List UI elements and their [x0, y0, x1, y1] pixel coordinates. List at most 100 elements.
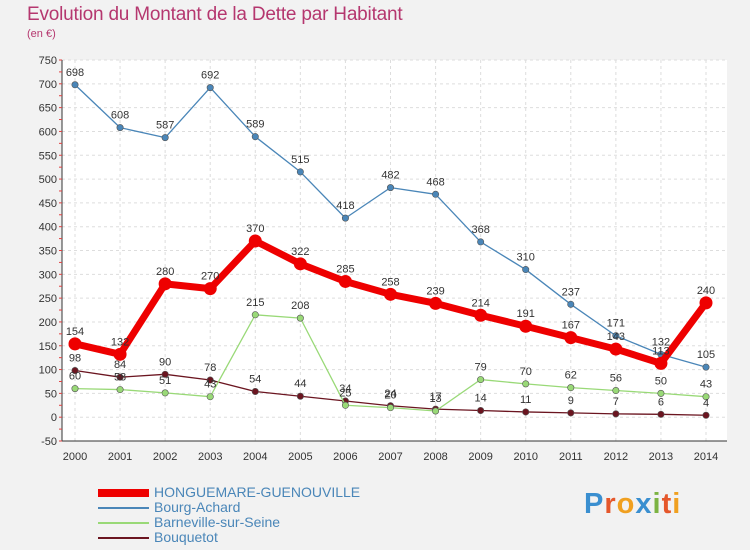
x-tick-label: 2006 — [333, 451, 357, 463]
data-label: 208 — [291, 300, 309, 312]
data-label: 143 — [607, 331, 625, 343]
data-point — [206, 376, 214, 384]
data-label: 240 — [697, 285, 715, 297]
y-tick-label: 600 — [39, 126, 57, 138]
data-label: 24 — [384, 388, 396, 400]
data-label: 43 — [204, 379, 216, 391]
data-label: 468 — [426, 176, 444, 188]
data-point — [386, 404, 394, 412]
data-point — [522, 266, 530, 274]
data-label: 105 — [697, 349, 715, 361]
legend-label: Bouquetot — [154, 529, 218, 545]
data-point — [116, 124, 124, 132]
data-point — [296, 168, 304, 176]
data-label: 239 — [426, 285, 444, 297]
data-label: 62 — [565, 370, 577, 382]
y-tick-label: 750 — [39, 55, 57, 67]
data-point — [429, 296, 443, 310]
data-label: 11 — [520, 394, 531, 406]
data-label: 90 — [159, 356, 171, 368]
data-point — [341, 214, 349, 222]
data-label: 13 — [429, 393, 441, 405]
data-point — [206, 84, 214, 92]
data-point — [702, 393, 710, 401]
data-point — [251, 133, 259, 141]
legend-swatch — [98, 537, 149, 539]
data-label: 608 — [111, 110, 129, 122]
data-label: 214 — [471, 297, 489, 309]
data-point — [612, 332, 620, 340]
series — [68, 81, 713, 419]
legend-label: Bourg-Achard — [154, 499, 241, 515]
logo-letter: t — [661, 488, 673, 520]
y-tick-label: 250 — [39, 293, 57, 305]
chart-title: Evolution du Montant de la Dette par Hab… — [27, 4, 403, 25]
data-label: 70 — [520, 366, 532, 378]
data-point — [158, 277, 172, 291]
x-tick-label: 2014 — [694, 451, 718, 463]
data-point — [657, 410, 665, 418]
data-label: 60 — [69, 371, 81, 383]
data-label: 56 — [610, 373, 622, 385]
y-tick-label: 450 — [39, 198, 57, 210]
data-label: 132 — [652, 336, 670, 348]
data-point — [248, 234, 262, 248]
data-point — [116, 386, 124, 394]
data-point — [654, 356, 668, 370]
data-label: 14 — [475, 393, 487, 405]
data-point — [699, 296, 713, 310]
data-point — [203, 282, 217, 296]
data-point — [384, 287, 397, 301]
data-label: 322 — [291, 246, 309, 258]
data-label: 482 — [381, 170, 399, 182]
data-label: 7 — [613, 396, 619, 408]
x-tick-label: 2008 — [423, 451, 447, 463]
legend-swatch — [98, 489, 149, 497]
y-tick-label: 550 — [39, 150, 57, 162]
x-tick-label: 2011 — [559, 451, 583, 463]
y-tick-label: 200 — [39, 317, 57, 329]
data-point — [386, 184, 394, 192]
data-point — [116, 373, 124, 381]
data-point — [251, 311, 259, 319]
data-point — [567, 409, 575, 417]
data-label: 191 — [517, 308, 535, 320]
data-point — [113, 347, 127, 361]
data-label: 154 — [66, 326, 84, 338]
logo-letter: x — [635, 488, 653, 520]
line-chart: -500501001502002503003504004505005506006… — [39, 55, 727, 463]
data-label: 280 — [156, 266, 174, 278]
data-point — [477, 407, 485, 415]
data-label: 6 — [658, 396, 664, 408]
y-tick-label: 150 — [39, 341, 57, 353]
data-point — [522, 408, 530, 416]
logo-letter: P — [584, 488, 605, 520]
data-label: 34 — [339, 383, 351, 395]
data-label: 98 — [69, 353, 81, 365]
data-label: 4 — [703, 397, 709, 409]
data-label: 310 — [517, 252, 535, 264]
y-tick-label: 350 — [39, 246, 57, 258]
data-point — [477, 376, 485, 384]
y-tick-label: 400 — [39, 222, 57, 234]
data-label: 368 — [471, 224, 489, 236]
data-label: 215 — [246, 297, 264, 309]
data-point — [68, 337, 82, 351]
data-point — [702, 363, 710, 371]
data-label: 258 — [381, 276, 399, 288]
data-point — [71, 385, 79, 393]
data-point — [71, 367, 79, 375]
y-tick-label: 700 — [39, 79, 57, 91]
x-tick-label: 2001 — [108, 451, 132, 463]
data-point — [612, 387, 620, 395]
data-label: 167 — [562, 320, 580, 332]
data-label: 25 — [339, 387, 351, 399]
data-point — [702, 411, 710, 419]
data-label: 84 — [114, 359, 126, 371]
chart-subtitle: (en €) — [27, 28, 56, 40]
data-label: 9 — [568, 395, 574, 407]
data-point — [161, 134, 169, 142]
x-tick-label: 2007 — [378, 451, 402, 463]
x-tick-label: 2004 — [243, 451, 267, 463]
data-point — [161, 370, 169, 378]
